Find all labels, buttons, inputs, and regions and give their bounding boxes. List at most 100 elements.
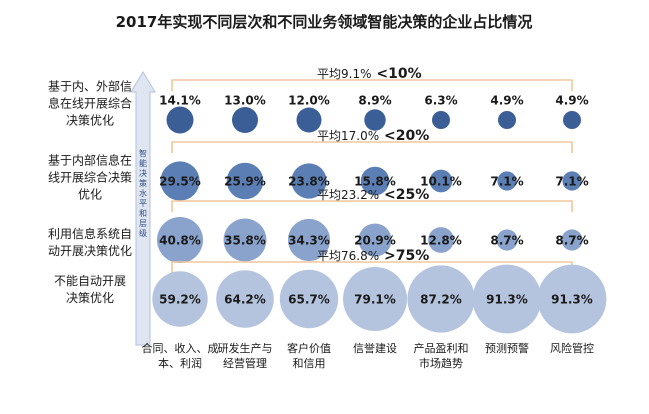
category-label: 经营管理 bbox=[223, 356, 267, 370]
bubble bbox=[166, 106, 194, 134]
average-annotation: 平均76.8% >75% bbox=[317, 248, 429, 264]
bubble bbox=[157, 217, 203, 263]
bubble bbox=[152, 271, 208, 327]
y-axis-label-char: 智 bbox=[139, 148, 147, 158]
bubble bbox=[232, 107, 258, 133]
bubble bbox=[472, 264, 542, 334]
level-arrow bbox=[130, 71, 156, 346]
average-annotation: 平均9.1% <10% bbox=[317, 66, 422, 82]
category-label: 市场趋势 bbox=[419, 356, 463, 370]
average-value: 平均9.1% bbox=[317, 67, 372, 81]
bubble-value-label: 7.1% bbox=[490, 175, 523, 189]
category-label: 客户价值 bbox=[287, 341, 331, 355]
y-axis-label-char: 水 bbox=[139, 188, 147, 198]
bubble-value-label: 65.7% bbox=[288, 293, 330, 307]
row-label: 息在线开展综合 bbox=[48, 96, 132, 111]
y-axis-label-char: 策 bbox=[139, 178, 147, 188]
chart-title: 2017年实现不同层次和不同业务领域智能决策的企业占比情况 bbox=[116, 13, 533, 31]
bubble-value-label: 13.0% bbox=[224, 94, 266, 108]
bubble-value-label: 7.1% bbox=[555, 175, 588, 189]
bubble-value-label: 8.7% bbox=[555, 234, 588, 248]
average-bracket bbox=[171, 200, 573, 212]
bubble-value-label: 25.9% bbox=[224, 175, 266, 189]
average-value: 平均17.0% bbox=[317, 129, 379, 143]
bubble-value-label: 8.9% bbox=[358, 94, 391, 108]
average-value: 平均23.2% bbox=[317, 188, 379, 202]
bubble-value-label: 12.8% bbox=[420, 234, 462, 248]
bubble-value-label: 4.9% bbox=[555, 94, 588, 108]
bubble-value-label: 29.5% bbox=[159, 175, 201, 189]
bubble bbox=[223, 218, 267, 262]
row-label: 利用信息系统自 bbox=[48, 226, 132, 241]
bubble-value-label: 35.8% bbox=[224, 234, 266, 248]
bubble-value-label: 4.9% bbox=[490, 94, 523, 108]
row-label: 优化 bbox=[78, 188, 102, 202]
bubble bbox=[360, 166, 390, 196]
bubble bbox=[498, 111, 516, 129]
category-label: 预测预警 bbox=[485, 341, 529, 355]
bubble-value-label: 6.3% bbox=[424, 94, 457, 108]
threshold-value: >75% bbox=[379, 248, 429, 264]
threshold-value: <10% bbox=[372, 66, 422, 82]
row-label: 线开展综合决策 bbox=[48, 170, 132, 185]
bubble bbox=[561, 229, 583, 251]
y-axis-label-char: 决 bbox=[139, 168, 147, 178]
bubble-value-label: 20.9% bbox=[354, 234, 396, 248]
bubble-value-label: 10.1% bbox=[420, 175, 462, 189]
bubble-value-label: 79.1% bbox=[354, 293, 396, 307]
bubble-value-label: 59.2% bbox=[159, 293, 201, 307]
row-label: 决策优化 bbox=[66, 114, 114, 128]
bubble-value-label: 8.7% bbox=[490, 234, 523, 248]
bubble-value-label: 87.2% bbox=[420, 293, 462, 307]
bubble bbox=[497, 171, 517, 191]
bubble bbox=[428, 227, 454, 253]
bubble-value-label: 64.2% bbox=[224, 293, 266, 307]
bubble bbox=[291, 163, 327, 199]
bubble bbox=[160, 161, 200, 201]
bubble bbox=[496, 229, 518, 251]
bubble bbox=[287, 218, 331, 262]
bubble bbox=[358, 223, 392, 257]
bubble-value-label: 23.8% bbox=[288, 175, 330, 189]
average-value: 平均76.8% bbox=[317, 249, 379, 263]
y-axis-label-char: 级 bbox=[139, 228, 147, 238]
bubble bbox=[296, 107, 322, 133]
category-label: 风险管控 bbox=[550, 341, 594, 355]
average-bracket bbox=[171, 141, 573, 153]
bubble-value-label: 91.3% bbox=[551, 293, 593, 307]
bubble-value-label: 15.8% bbox=[354, 175, 396, 189]
y-axis-label-char: 层 bbox=[139, 219, 147, 228]
bubble-value-label: 40.8% bbox=[159, 234, 201, 248]
bubble bbox=[432, 111, 450, 129]
bubble bbox=[364, 109, 386, 131]
bubble bbox=[563, 111, 581, 129]
y-axis-label-char: 能 bbox=[139, 158, 147, 168]
category-label: 合同、收入、成 bbox=[142, 341, 219, 355]
bubble bbox=[407, 265, 475, 333]
y-axis-label-char: 平 bbox=[139, 199, 147, 208]
bubble-value-label: 91.3% bbox=[486, 293, 528, 307]
bubble bbox=[226, 162, 264, 200]
category-label: 和信用 bbox=[293, 357, 326, 370]
category-label: 信誉建设 bbox=[353, 341, 397, 355]
row-label: 不能自动开展 bbox=[54, 274, 126, 288]
row-label: 基于内部信息在 bbox=[48, 153, 132, 168]
category-label: 产品盈利和 bbox=[414, 341, 469, 355]
bubble bbox=[343, 267, 407, 331]
average-annotation: 平均23.2% <25% bbox=[317, 187, 429, 203]
average-annotation: 平均17.0% <20% bbox=[317, 128, 429, 144]
threshold-value: <20% bbox=[379, 128, 429, 144]
bubble bbox=[562, 171, 582, 191]
bubble bbox=[279, 269, 339, 329]
y-axis-label-char: 和 bbox=[139, 209, 147, 218]
category-label: 研发生产与 bbox=[218, 341, 273, 355]
row-label: 动开展决策优化 bbox=[48, 244, 132, 258]
row-label: 基于内、外部信 bbox=[48, 79, 132, 94]
category-label: 本、利润 bbox=[158, 356, 202, 370]
bubble-value-label: 12.0% bbox=[288, 94, 330, 108]
threshold-value: <25% bbox=[379, 187, 429, 203]
bubble-value-label: 14.1% bbox=[159, 94, 201, 108]
average-bracket bbox=[171, 79, 573, 91]
